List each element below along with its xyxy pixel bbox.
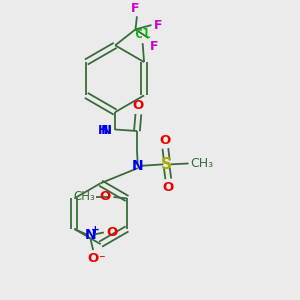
Text: H: H bbox=[98, 124, 108, 137]
Text: ⁻: ⁻ bbox=[98, 253, 105, 266]
Text: S: S bbox=[161, 157, 172, 172]
Text: CH₃: CH₃ bbox=[74, 190, 95, 203]
Text: CH₃: CH₃ bbox=[190, 157, 213, 170]
Text: N: N bbox=[84, 228, 96, 242]
Text: O: O bbox=[133, 99, 144, 112]
Text: O: O bbox=[163, 181, 174, 194]
Text: O: O bbox=[88, 252, 99, 266]
Text: F: F bbox=[131, 2, 140, 15]
Text: O: O bbox=[100, 190, 111, 203]
Text: F: F bbox=[154, 19, 162, 32]
Text: N: N bbox=[101, 124, 112, 137]
Text: Cl: Cl bbox=[135, 28, 151, 41]
Text: O: O bbox=[106, 226, 118, 239]
Text: +: + bbox=[91, 224, 100, 235]
Text: N: N bbox=[132, 159, 144, 173]
Text: F: F bbox=[150, 40, 158, 52]
Text: O: O bbox=[160, 134, 171, 147]
